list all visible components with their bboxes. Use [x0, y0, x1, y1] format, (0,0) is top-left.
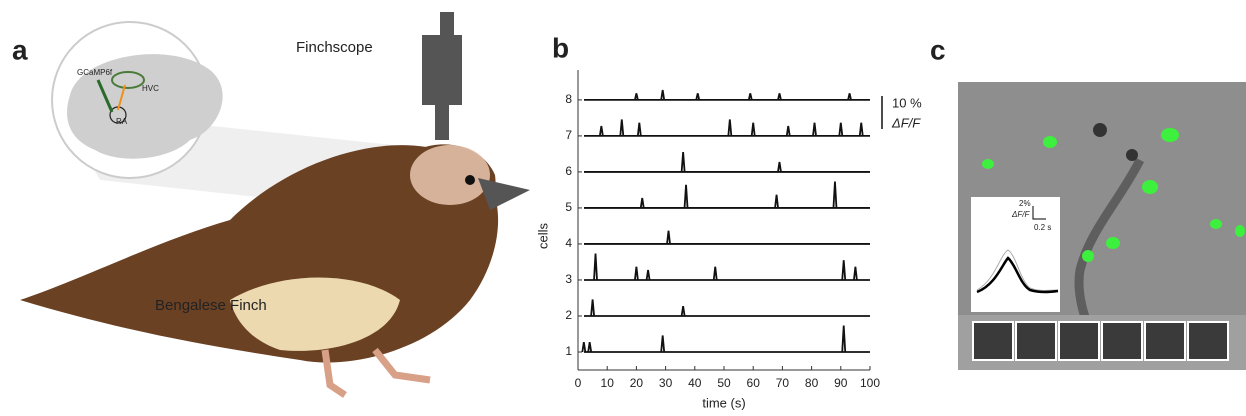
- annotation: RA: [116, 117, 128, 126]
- spike: [727, 119, 733, 136]
- x-tick-label: 100: [860, 376, 880, 390]
- annotation: Finchscope: [296, 39, 373, 56]
- spike: [712, 266, 718, 281]
- spike: [695, 93, 701, 101]
- x-axis-label: time (s): [702, 395, 745, 410]
- spike: [593, 253, 598, 281]
- x-tick-label: 80: [805, 376, 819, 390]
- y-tick-label: 1: [565, 344, 572, 358]
- annotation: GCaMP6f: [77, 68, 113, 77]
- spike: [832, 181, 838, 208]
- spike: [777, 93, 782, 101]
- y-tick-label: 4: [565, 236, 572, 250]
- inset-scale-label: 2%: [1019, 199, 1031, 208]
- x-tick-label: 0: [575, 376, 582, 390]
- x-tick-label: 40: [688, 376, 702, 390]
- spike: [639, 197, 645, 209]
- inset-scale-unit: ΔF/F: [1011, 210, 1030, 219]
- scale-bar-label: 10 %: [892, 95, 922, 110]
- spike: [666, 230, 671, 245]
- scale-bar-unit: ΔF/F: [891, 115, 921, 130]
- y-tick-label: 2: [565, 308, 572, 322]
- x-tick-label: 60: [747, 376, 761, 390]
- spike: [680, 152, 686, 172]
- spike: [853, 266, 858, 281]
- panel-label: a: [12, 34, 28, 65]
- spike: [847, 93, 852, 101]
- annotation: Bengalese Finch: [155, 297, 267, 314]
- spike: [838, 122, 844, 137]
- imaging-field: [958, 82, 1246, 370]
- spike: [777, 161, 782, 173]
- y-tick-label: 3: [565, 272, 572, 286]
- annotation: HVC: [142, 84, 159, 93]
- spike: [841, 325, 847, 353]
- x-tick-label: 90: [834, 376, 848, 390]
- x-tick-label: 70: [776, 376, 790, 390]
- spike: [636, 122, 642, 137]
- spike: [634, 93, 639, 101]
- panel-label: b: [552, 32, 569, 63]
- y-tick-label: 7: [565, 128, 572, 142]
- y-tick-label: 5: [565, 200, 572, 214]
- finch-illustration: [20, 12, 530, 398]
- spike: [785, 125, 791, 137]
- y-tick-label: 6: [565, 164, 572, 178]
- spike: [660, 89, 666, 101]
- spike: [581, 341, 587, 353]
- x-tick-label: 20: [630, 376, 644, 390]
- spike: [634, 266, 639, 281]
- y-tick-label: 8: [565, 92, 572, 106]
- spike: [774, 194, 779, 209]
- spike: [747, 93, 753, 101]
- spike: [680, 305, 686, 317]
- spike: [590, 299, 595, 317]
- x-tick-label: 50: [717, 376, 731, 390]
- x-tick-label: 30: [659, 376, 673, 390]
- inset-scale-label: 0.2 s: [1034, 223, 1051, 232]
- y-axis-label: cells: [535, 223, 550, 250]
- spike: [645, 269, 651, 281]
- spike: [587, 341, 593, 353]
- spike: [660, 335, 666, 353]
- spike: [750, 122, 756, 137]
- panel-label: c: [930, 34, 946, 65]
- spike: [683, 184, 689, 208]
- spike: [619, 119, 625, 136]
- spike: [598, 125, 604, 137]
- spike: [812, 122, 817, 137]
- spike: [841, 260, 847, 281]
- spike: [858, 122, 864, 137]
- x-tick-label: 10: [601, 376, 615, 390]
